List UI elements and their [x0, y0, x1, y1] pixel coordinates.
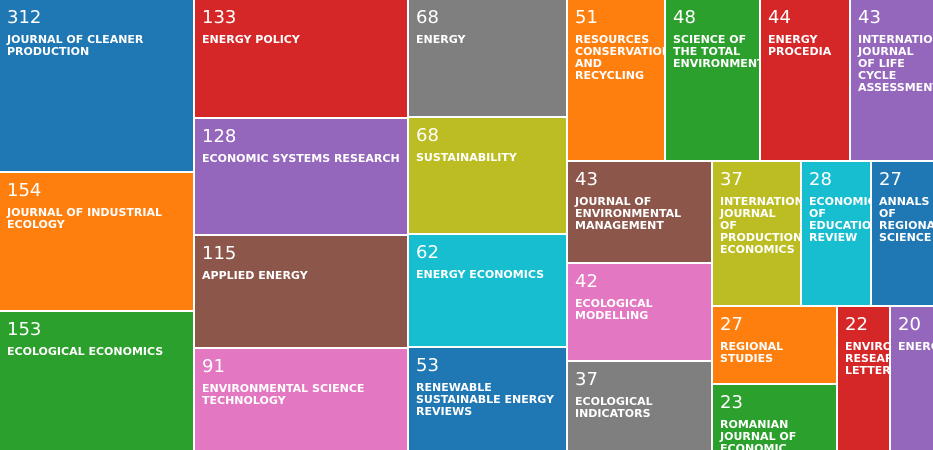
tile-value: 27 [720, 314, 743, 335]
tile-value: 68 [416, 125, 439, 146]
tile-value: 22 [845, 314, 868, 335]
tile-value: 48 [673, 7, 696, 28]
tile-label: ENERGIES [898, 340, 933, 353]
tile-label: INTERNATIONAL JOURNAL OF PRODUCTION ECON… [720, 195, 800, 256]
treemap-tile-renewable-sustainable-energy-reviews[interactable]: 53 RENEWABLE SUSTAINABLE ENERGY REVIEWS [409, 348, 566, 450]
tile-label: ECOLOGICAL INDICATORS [575, 395, 653, 420]
tile-value: 27 [879, 169, 902, 190]
tile-label: RESOURCES CONSERVATION AND RECYCLING [575, 33, 664, 82]
tile-label: SCIENCE OF THE TOTAL ENVIRONMENT [673, 33, 759, 70]
tile-value: 153 [7, 319, 42, 340]
treemap-tile-environmental-science-technology[interactable]: 91 ENVIRONMENTAL SCIENCE TECHNOLOGY [195, 349, 407, 450]
treemap-tile-energy[interactable]: 68 ENERGY [409, 0, 566, 116]
treemap-tile-economic-systems-research[interactable]: 128 ECONOMIC SYSTEMS RESEARCH [195, 119, 407, 234]
tile-label: JOURNAL OF CLEANER PRODUCTION [7, 33, 144, 58]
tile-label: ENERGY POLICY [202, 33, 300, 46]
tile-label: ENVIRONMENTAL RESEARCH LETTERS [845, 340, 889, 377]
tile-value: 128 [202, 126, 237, 147]
tile-value: 51 [575, 7, 598, 28]
tile-label: RENEWABLE SUSTAINABLE ENERGY REVIEWS [416, 381, 554, 418]
tile-value: 23 [720, 392, 743, 413]
tile-label: INTERNATIONAL JOURNAL OF LIFE CYCLE ASSE… [858, 33, 933, 94]
tile-label: ENERGY [416, 33, 466, 46]
tile-label: ROMANIAN JOURNAL OF ECONOMIC [720, 418, 797, 450]
tile-value: 312 [7, 7, 42, 28]
tile-label: REGIONAL STUDIES [720, 340, 784, 365]
tile-value: 53 [416, 355, 439, 376]
treemap-tile-resources-conservation-and-recycling[interactable]: 51 RESOURCES CONSERVATION AND RECYCLING [568, 0, 664, 160]
treemap-tile-ecological-modelling[interactable]: 42 ECOLOGICAL MODELLING [568, 264, 711, 360]
treemap-tile-ecological-indicators[interactable]: 37 ECOLOGICAL INDICATORS [568, 362, 711, 450]
tile-value: 43 [858, 7, 881, 28]
treemap-tile-regional-studies[interactable]: 27 REGIONAL STUDIES [713, 307, 836, 383]
tile-value: 37 [720, 169, 743, 190]
treemap-tile-sustainability[interactable]: 68 SUSTAINABILITY [409, 118, 566, 233]
treemap-tile-environmental-research-letters[interactable]: 22 ENVIRONMENTAL RESEARCH LETTERS [838, 307, 889, 450]
treemap-tile-applied-energy[interactable]: 115 APPLIED ENERGY [195, 236, 407, 347]
treemap-tile-international-journal-of-production-economics[interactable]: 37 INTERNATIONAL JOURNAL OF PRODUCTION EC… [713, 162, 800, 305]
tile-label: ENVIRONMENTAL SCIENCE TECHNOLOGY [202, 382, 365, 407]
tile-value: 154 [7, 180, 42, 201]
treemap-tile-ecological-economics[interactable]: 153 ECOLOGICAL ECONOMICS [0, 312, 193, 450]
tile-value: 44 [768, 7, 791, 28]
tile-value: 42 [575, 271, 598, 292]
treemap-tile-science-of-the-total-environment[interactable]: 48 SCIENCE OF THE TOTAL ENVIRONMENT [666, 0, 759, 160]
treemap-tile-energies[interactable]: 20 ENERGIES [891, 307, 933, 450]
tile-label: APPLIED ENERGY [202, 269, 308, 282]
tile-value: 68 [416, 7, 439, 28]
treemap-tile-annals-of-regional-science[interactable]: 27 ANNALS OF REGIONAL SCIENCE [872, 162, 933, 305]
treemap-tile-international-journal-of-life-cycle-assessment[interactable]: 43 INTERNATIONAL JOURNAL OF LIFE CYCLE AS… [851, 0, 933, 160]
tile-value: 91 [202, 356, 225, 377]
treemap-tile-journal-of-environmental-management[interactable]: 43 JOURNAL OF ENVIRONMENTAL MANAGEMENT [568, 162, 711, 262]
treemap-tile-journal-of-cleaner-production[interactable]: 312 JOURNAL OF CLEANER PRODUCTION [0, 0, 193, 171]
tile-value: 62 [416, 242, 439, 263]
tile-label: ECONOMICS OF EDUCATION REVIEW [809, 195, 870, 244]
tile-label: SUSTAINABILITY [416, 151, 517, 164]
tile-label: ENERGY ECONOMICS [416, 268, 545, 281]
tile-label: ENERGY PROCEDIA [768, 33, 832, 58]
treemap-tile-journal-of-industrial-ecology[interactable]: 154 JOURNAL OF INDUSTRIAL ECOLOGY [0, 173, 193, 310]
treemap-tile-economics-of-education-review[interactable]: 28 ECONOMICS OF EDUCATION REVIEW [802, 162, 870, 305]
tile-label: ECOLOGICAL MODELLING [575, 297, 653, 322]
tile-label: ANNALS OF REGIONAL SCIENCE [879, 195, 933, 244]
tile-value: 115 [202, 243, 237, 264]
treemap-tile-energy-policy[interactable]: 133 ENERGY POLICY [195, 0, 407, 117]
tile-label: JOURNAL OF INDUSTRIAL ECOLOGY [7, 206, 162, 231]
treemap-tile-romanian-journal-of-economic[interactable]: 23 ROMANIAN JOURNAL OF ECONOMIC [713, 385, 836, 450]
tile-label: JOURNAL OF ENVIRONMENTAL MANAGEMENT [575, 195, 682, 232]
tile-value: 37 [575, 369, 598, 390]
treemap-tile-energy-economics[interactable]: 62 ENERGY ECONOMICS [409, 235, 566, 346]
tile-value: 133 [202, 7, 237, 28]
tile-value: 43 [575, 169, 598, 190]
tile-value: 20 [898, 314, 921, 335]
treemap-tile-energy-procedia[interactable]: 44 ENERGY PROCEDIA [761, 0, 849, 160]
tile-label: ECONOMIC SYSTEMS RESEARCH [202, 152, 400, 165]
tile-label: ECOLOGICAL ECONOMICS [7, 345, 164, 358]
tile-value: 28 [809, 169, 832, 190]
